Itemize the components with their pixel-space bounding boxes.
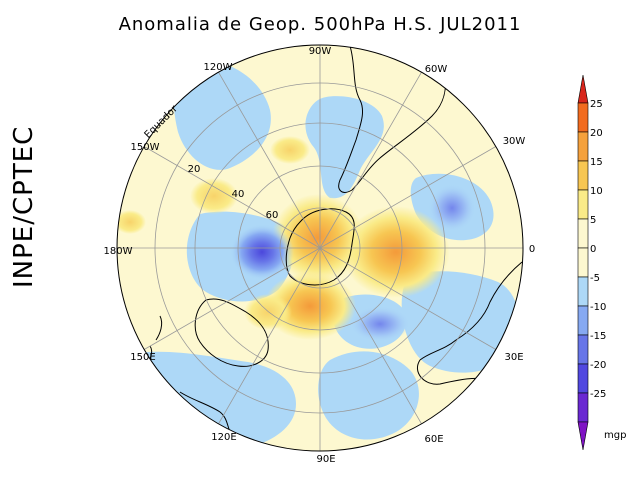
colorbar-level-label: 0 bbox=[590, 244, 596, 255]
positive-anomaly-center bbox=[244, 294, 292, 330]
lat-label-40: 40 bbox=[232, 189, 245, 200]
colorbar-level-label: -20 bbox=[590, 360, 606, 371]
lon-label-30e: 30E bbox=[504, 352, 523, 363]
colorbar-level-label: 25 bbox=[590, 99, 603, 110]
lon-label-150e: 150E bbox=[130, 352, 155, 363]
lon-label-120e: 120E bbox=[211, 432, 236, 443]
lon-label-90w: 90W bbox=[309, 46, 332, 57]
positive-anomaly-center bbox=[117, 210, 146, 234]
colorbar-level-label: -15 bbox=[590, 331, 606, 342]
negative-anomaly-center bbox=[350, 306, 410, 342]
negative-anomaly-region bbox=[401, 271, 520, 373]
lon-label-180w: 180W bbox=[104, 246, 133, 257]
colorbar-level-label: -25 bbox=[590, 389, 606, 400]
colorbar-bottom-arrow bbox=[577, 421, 589, 451]
colorbar-swatch bbox=[577, 218, 589, 249]
antarctica-coast bbox=[285, 208, 355, 286]
lat-label-20: 20 bbox=[188, 164, 201, 175]
positive-anomaly-center bbox=[342, 206, 450, 298]
colorbar-swatch bbox=[577, 363, 589, 394]
colorbar-level-label: 5 bbox=[590, 215, 596, 226]
lon-label-150w: 150W bbox=[131, 142, 160, 153]
negative-anomaly-center bbox=[428, 184, 476, 232]
colorbar-level-label: -10 bbox=[590, 302, 606, 313]
negative-anomaly-center bbox=[230, 224, 294, 280]
south-america-coast bbox=[338, 45, 446, 193]
colorbar-swatch bbox=[577, 276, 589, 307]
colorbar-unit: mgp bbox=[604, 430, 627, 441]
lon-label-90e: 90E bbox=[316, 454, 335, 465]
colorbar-level-label: -5 bbox=[590, 273, 600, 284]
lon-label-120w: 120W bbox=[204, 62, 233, 73]
colorbar-swatch bbox=[577, 247, 589, 278]
lon-label-60w: 60W bbox=[425, 64, 448, 75]
colorbar-swatch bbox=[577, 334, 589, 365]
negative-anomaly-region bbox=[318, 351, 419, 440]
lon-label-60e: 60E bbox=[424, 434, 443, 445]
colorbar-swatch bbox=[577, 160, 589, 191]
positive-anomaly-center bbox=[190, 178, 238, 214]
colorbar-level-label: 20 bbox=[590, 128, 603, 139]
colorbar-swatch bbox=[577, 392, 589, 423]
negative-anomaly-region bbox=[305, 96, 384, 199]
colorbar-swatch bbox=[577, 189, 589, 220]
colorbar-swatch bbox=[577, 305, 589, 336]
colorbar-level-label: 10 bbox=[590, 186, 603, 197]
positive-anomaly-center bbox=[270, 136, 310, 164]
map-title: Anomalia de Geop. 500hPa H.S. JUL2011 bbox=[118, 14, 522, 35]
colorbar-level-label: 15 bbox=[590, 157, 603, 168]
lon-label-30w: 30W bbox=[503, 136, 526, 147]
map-outline bbox=[116, 44, 524, 452]
australia-coast bbox=[194, 298, 269, 367]
lon-label-0: 0 bbox=[529, 244, 535, 255]
colorbar-top-arrow bbox=[577, 74, 589, 104]
colorbar-swatch bbox=[577, 131, 589, 162]
colorbar-swatch bbox=[577, 102, 589, 133]
lat-label-60: 60 bbox=[266, 210, 279, 221]
longitude-grid bbox=[117, 45, 523, 451]
